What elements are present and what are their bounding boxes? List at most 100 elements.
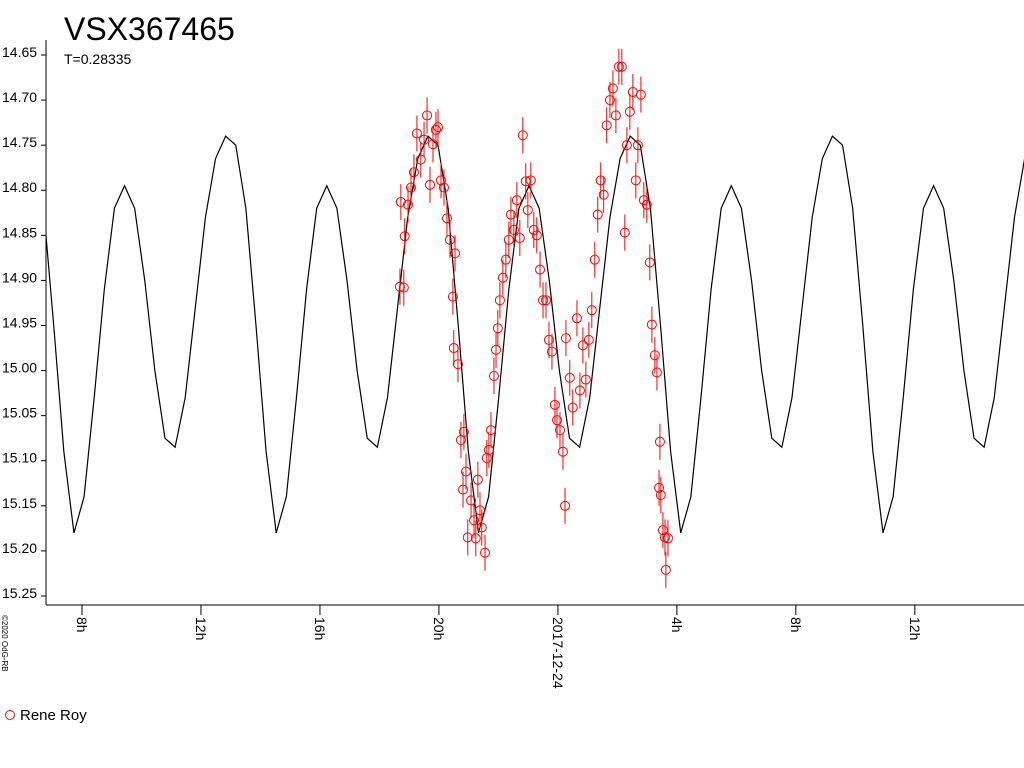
credit: ©2020 OdG-RB — [0, 615, 9, 672]
observation — [601, 120, 612, 131]
observation — [613, 61, 624, 72]
y-tick-label: 14.95 — [2, 314, 37, 330]
observation — [458, 484, 469, 495]
y-tick-label: 15.00 — [2, 360, 37, 376]
observation — [472, 474, 483, 485]
observation — [595, 175, 606, 186]
observation — [480, 547, 491, 558]
observation — [449, 248, 460, 259]
observation — [488, 370, 499, 381]
observation — [517, 130, 528, 141]
observation — [528, 224, 539, 235]
legend-label: Rene Roy — [20, 707, 87, 724]
observation — [491, 344, 502, 355]
observation — [508, 224, 519, 235]
chart-subtitle: T=0.28335 — [64, 51, 132, 67]
observation — [592, 209, 603, 220]
observation — [481, 453, 492, 464]
observation — [655, 490, 666, 500]
observation — [492, 323, 503, 334]
observation — [476, 522, 487, 533]
observation — [500, 254, 511, 265]
observation — [402, 199, 413, 210]
observation — [425, 179, 436, 190]
observation — [422, 110, 433, 121]
observation — [483, 444, 494, 455]
observation — [654, 482, 665, 493]
plot-area — [46, 48, 1024, 588]
observation — [525, 175, 536, 186]
observation — [514, 233, 525, 244]
y-tick-label: 14.65 — [2, 44, 37, 60]
observation — [564, 372, 575, 383]
y-tick-label: 15.20 — [2, 540, 37, 556]
observation — [511, 195, 522, 206]
observation — [641, 199, 652, 210]
observation — [560, 333, 571, 344]
observation — [447, 291, 458, 302]
observation — [543, 334, 554, 345]
observation — [398, 282, 409, 293]
observation — [460, 466, 471, 477]
observation — [646, 319, 657, 330]
observation — [395, 196, 406, 207]
observation — [433, 122, 444, 133]
observation — [497, 272, 508, 283]
observation — [503, 234, 514, 245]
observation — [630, 175, 641, 186]
x-tick-label: 20h — [431, 617, 447, 640]
observation — [560, 500, 571, 511]
observation — [444, 234, 455, 245]
x-tick-label: 4h — [669, 617, 685, 633]
observation — [541, 295, 552, 306]
y-tick-label: 14.75 — [2, 134, 37, 150]
y-tick-label: 14.80 — [2, 179, 37, 195]
observation — [552, 415, 563, 426]
x-tick-label: 8h — [788, 617, 804, 633]
observation — [441, 213, 452, 224]
x-tick-label: 12h — [193, 617, 209, 640]
observation — [408, 167, 419, 178]
observation — [632, 140, 643, 151]
observation — [394, 281, 405, 292]
observation — [538, 295, 549, 306]
x-tick-label: 2017-12-24 — [550, 617, 566, 689]
observation — [619, 227, 630, 238]
observation — [577, 340, 588, 351]
y-tick-label: 14.85 — [2, 224, 37, 240]
observation — [610, 110, 621, 121]
observation — [598, 189, 609, 200]
model-curve — [46, 135, 1024, 534]
y-tick-label: 15.10 — [2, 450, 37, 466]
observation — [657, 525, 668, 536]
observation — [466, 495, 477, 506]
observation — [438, 182, 449, 193]
observation — [405, 182, 416, 193]
observation — [635, 89, 646, 100]
observation — [651, 367, 662, 378]
y-tick-label: 15.25 — [2, 585, 37, 601]
observation — [436, 175, 447, 186]
observation — [586, 305, 597, 316]
observation — [580, 374, 591, 385]
observation — [607, 83, 618, 94]
observation — [574, 385, 585, 396]
chart-title: VSX367465 — [64, 11, 235, 47]
observation — [505, 209, 516, 220]
observation — [531, 230, 542, 241]
observation — [522, 205, 533, 216]
observation — [485, 425, 496, 436]
observation — [520, 176, 531, 187]
legend-marker — [5, 710, 15, 720]
observation — [458, 426, 469, 437]
observation — [430, 124, 441, 135]
observation — [494, 295, 505, 306]
observation — [660, 564, 671, 575]
observation — [448, 343, 459, 354]
observation — [427, 139, 438, 150]
observation — [399, 231, 410, 242]
observation — [535, 264, 546, 275]
observation — [662, 533, 673, 544]
y-tick-label: 14.70 — [2, 89, 37, 105]
